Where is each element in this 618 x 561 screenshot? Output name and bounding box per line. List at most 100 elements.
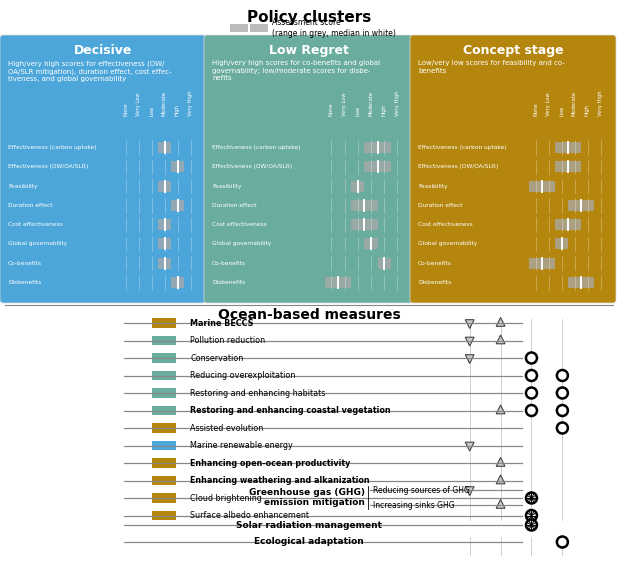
Text: Effectiveness (carbon uptake): Effectiveness (carbon uptake) <box>418 145 507 150</box>
Polygon shape <box>465 320 474 329</box>
Text: Enhancing open-ocean productivity: Enhancing open-ocean productivity <box>190 458 351 467</box>
Text: Disbenefits: Disbenefits <box>8 280 41 285</box>
Text: Assessment score
(range in grey, median in white): Assessment score (range in grey, median … <box>272 19 396 38</box>
Polygon shape <box>496 405 505 414</box>
Text: High: High <box>585 104 590 116</box>
Text: Very High: Very High <box>598 90 603 116</box>
Bar <box>171 162 184 172</box>
Text: Global governability: Global governability <box>418 241 477 246</box>
Polygon shape <box>465 337 474 346</box>
Bar <box>351 200 378 211</box>
Bar <box>230 24 268 32</box>
Bar <box>152 458 176 468</box>
Polygon shape <box>465 355 474 364</box>
Circle shape <box>526 510 537 521</box>
FancyBboxPatch shape <box>410 35 616 303</box>
Text: Very Low: Very Low <box>342 93 347 116</box>
FancyBboxPatch shape <box>0 35 206 303</box>
Text: None: None <box>533 102 538 116</box>
Circle shape <box>526 352 537 364</box>
Text: Restoring and enhancing coastal vegetation: Restoring and enhancing coastal vegetati… <box>190 406 391 415</box>
Bar <box>365 162 391 172</box>
Text: Restoring and enhancing habitats: Restoring and enhancing habitats <box>190 389 326 398</box>
Bar <box>529 257 555 269</box>
Text: Reducing overexploitation: Reducing overexploitation <box>190 371 296 380</box>
Text: Pollution reduction: Pollution reduction <box>190 336 266 345</box>
Text: Decisive: Decisive <box>74 44 132 57</box>
Bar <box>351 181 365 191</box>
Bar <box>152 371 176 380</box>
Circle shape <box>526 519 537 531</box>
Bar <box>555 219 581 230</box>
Bar <box>555 142 581 153</box>
Bar <box>152 406 176 416</box>
Text: Duration effect: Duration effect <box>418 203 462 208</box>
Bar <box>568 277 594 288</box>
Text: Solar radiation management: Solar radiation management <box>236 521 382 530</box>
Text: Conservation: Conservation <box>190 353 243 362</box>
Text: Co-benefits: Co-benefits <box>418 261 452 265</box>
Bar <box>152 335 176 346</box>
Text: Low: Low <box>355 106 360 116</box>
Text: Feasibility: Feasibility <box>212 183 242 188</box>
Text: Effectiveness (OW/OA/SLR): Effectiveness (OW/OA/SLR) <box>418 164 498 169</box>
Text: Surface albedo enhancement: Surface albedo enhancement <box>190 511 310 520</box>
Text: Feasibility: Feasibility <box>418 183 447 188</box>
Text: Very Low: Very Low <box>546 93 551 116</box>
Text: Effectiveness (OW/OA/SLR): Effectiveness (OW/OA/SLR) <box>212 164 292 169</box>
Polygon shape <box>496 475 505 484</box>
Polygon shape <box>496 499 505 508</box>
Text: Reducing sources of GHG: Reducing sources of GHG <box>373 485 470 494</box>
Circle shape <box>557 370 568 381</box>
Circle shape <box>526 405 537 416</box>
Bar <box>555 162 581 172</box>
Text: High: High <box>382 104 387 116</box>
Circle shape <box>557 422 568 434</box>
Bar <box>378 257 391 269</box>
Text: Ocean-based measures: Ocean-based measures <box>218 308 400 322</box>
Text: Duration effect: Duration effect <box>8 203 53 208</box>
Text: Low/very low scores for feasibility and co-
benefits: Low/very low scores for feasibility and … <box>418 60 565 73</box>
Circle shape <box>557 536 568 548</box>
Text: Cloud brightening: Cloud brightening <box>190 494 262 503</box>
Text: Concept stage: Concept stage <box>463 44 564 57</box>
Text: Global governability: Global governability <box>8 241 67 246</box>
Text: Feasibility: Feasibility <box>8 183 38 188</box>
Text: Moderate: Moderate <box>162 91 167 116</box>
Polygon shape <box>496 458 505 466</box>
Text: Marine renewable energy: Marine renewable energy <box>190 441 293 450</box>
Text: Disbenefits: Disbenefits <box>212 280 245 285</box>
Polygon shape <box>496 335 505 344</box>
Bar <box>568 200 594 211</box>
Text: Moderate: Moderate <box>572 91 577 116</box>
Text: Global governability: Global governability <box>212 241 271 246</box>
Bar <box>152 353 176 363</box>
Text: Disbenefits: Disbenefits <box>418 280 451 285</box>
Text: Low Regret: Low Regret <box>269 44 349 57</box>
Circle shape <box>526 493 537 504</box>
Text: Cost effectiveness: Cost effectiveness <box>8 222 63 227</box>
Text: Duration effect: Duration effect <box>212 203 256 208</box>
Text: High/very high scores for effectiveness (OW/
OA/SLR mitigation), duration effect: High/very high scores for effectiveness … <box>8 60 172 82</box>
Bar <box>171 277 184 288</box>
Bar <box>152 440 176 450</box>
Text: Co-benefits: Co-benefits <box>8 261 42 265</box>
Text: Very High: Very High <box>188 90 193 116</box>
Bar <box>555 238 568 249</box>
Polygon shape <box>496 318 505 327</box>
Text: Very High: Very High <box>395 90 400 116</box>
Bar <box>152 511 176 521</box>
Text: Low: Low <box>559 106 564 116</box>
Bar <box>152 318 176 328</box>
Bar <box>365 238 378 249</box>
Text: High: High <box>175 104 180 116</box>
Text: Effectiveness (carbon uptake): Effectiveness (carbon uptake) <box>212 145 300 150</box>
Bar <box>152 388 176 398</box>
Text: Effectiveness (carbon uptake): Effectiveness (carbon uptake) <box>8 145 96 150</box>
Text: None: None <box>123 102 128 116</box>
Text: Co-benefits: Co-benefits <box>212 261 246 265</box>
Text: None: None <box>329 102 334 116</box>
FancyBboxPatch shape <box>204 35 413 303</box>
Circle shape <box>557 405 568 416</box>
Bar <box>351 219 378 230</box>
